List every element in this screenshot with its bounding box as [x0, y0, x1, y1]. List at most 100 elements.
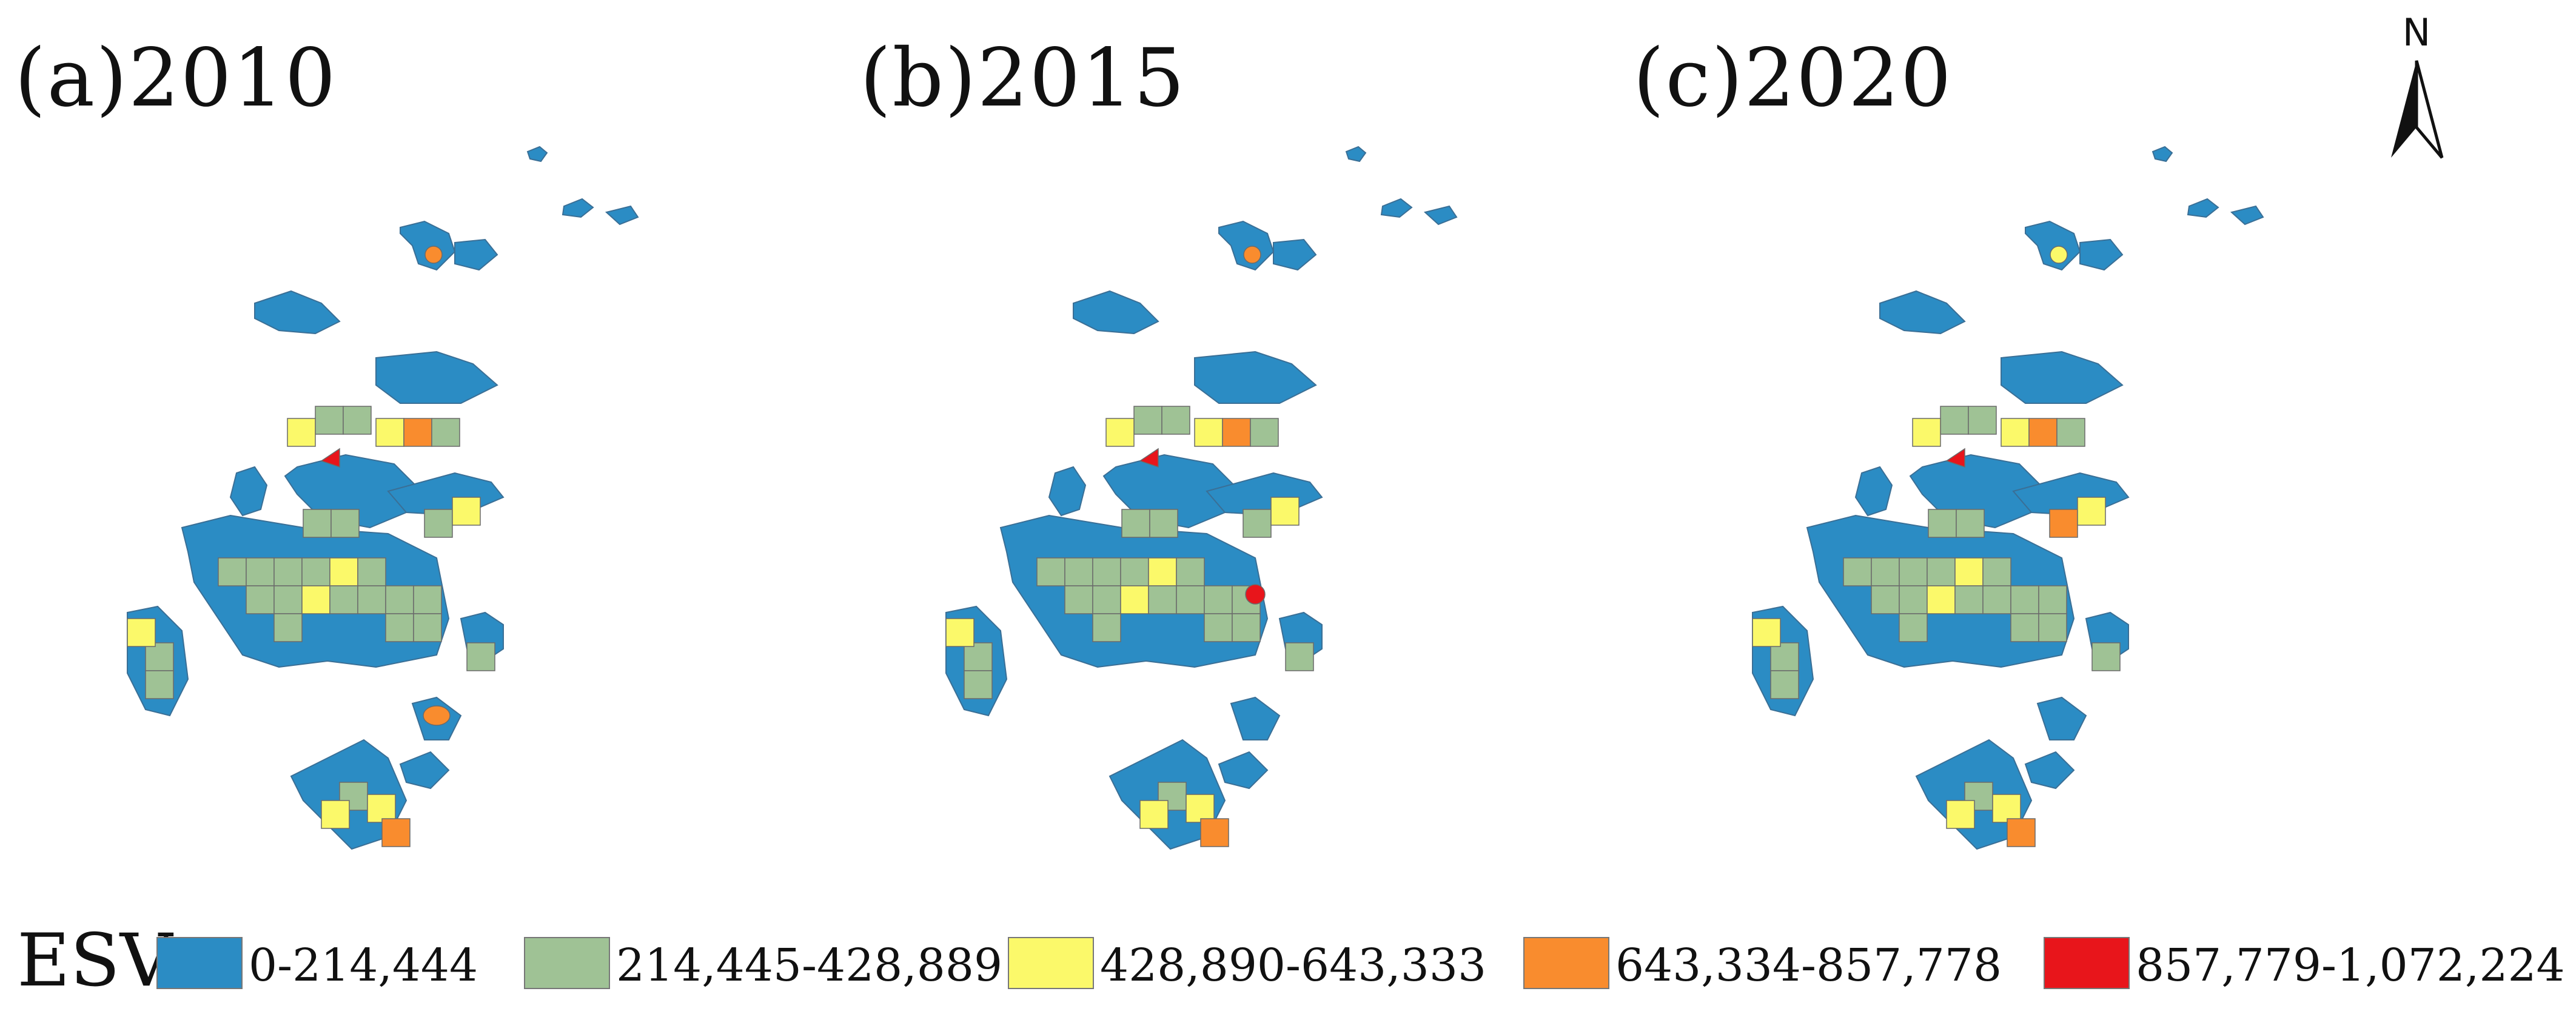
grid-cell — [2010, 585, 2039, 614]
grid-cell — [357, 557, 386, 586]
grid-cell — [1982, 557, 2011, 586]
north-label: N — [2403, 12, 2430, 55]
legend-label: 643,334-857,778 — [1615, 939, 2002, 992]
panel-title-2015: (b)2015 — [860, 32, 1186, 125]
grid-cell — [1992, 794, 2021, 823]
island — [605, 205, 639, 226]
north-arrow-icon: N — [2391, 12, 2444, 159]
island — [526, 146, 548, 163]
island — [375, 351, 498, 404]
high-value-cell — [1245, 584, 1266, 605]
grid-cell — [246, 557, 275, 586]
grid-cell — [1912, 418, 1941, 447]
grid-cell — [413, 613, 442, 642]
grid-cell — [403, 418, 432, 447]
grid-cell — [945, 618, 974, 647]
grid-cell — [1204, 613, 1233, 642]
island — [1380, 198, 1413, 218]
grid-cell — [1064, 585, 1093, 614]
legend-swatch — [1523, 937, 1609, 989]
grid-cell — [1982, 585, 2011, 614]
high-value-cell — [320, 448, 340, 468]
grid-cell — [145, 642, 174, 671]
grid-cell — [1232, 613, 1261, 642]
grid-cell — [273, 585, 303, 614]
high-value-cell — [423, 705, 451, 726]
legend-swatch — [1008, 937, 1094, 989]
grid-cell — [452, 497, 481, 526]
legend-swatch — [2044, 937, 2130, 989]
grid-cell — [343, 406, 372, 435]
grid-cell — [357, 585, 386, 614]
island — [562, 198, 594, 218]
grid-cell — [1770, 642, 1799, 671]
island — [400, 220, 456, 271]
high-value-cell — [1243, 246, 1261, 264]
map-2010 — [127, 146, 639, 850]
grid-cell — [1222, 418, 1251, 447]
panel-title-2010: (a)2010 — [15, 32, 337, 125]
grid-cell — [1186, 794, 1215, 823]
map-2020 — [1752, 146, 2264, 850]
grid-cell — [1176, 557, 1205, 586]
island — [1345, 146, 1367, 163]
grid-cell — [1270, 497, 1300, 526]
grid-cell — [1899, 557, 1928, 586]
grid-cell — [1899, 613, 1928, 642]
grid-cell — [1204, 585, 1233, 614]
grid-cell — [2028, 418, 2058, 447]
island — [2152, 146, 2173, 163]
panel-title-2020: (c)2020 — [1633, 32, 1953, 125]
island — [1879, 290, 1966, 335]
legend-swatch — [524, 937, 610, 989]
island — [254, 290, 341, 335]
grid-cell — [1954, 557, 1984, 586]
legend: ESV 0-214,444 214,445-428,889 428,890-64… — [0, 907, 2576, 1004]
grid-cell — [329, 557, 358, 586]
grid-cell — [431, 418, 460, 447]
high-value-cell — [2050, 246, 2068, 264]
high-value-cell — [424, 246, 443, 264]
grid-cell — [1968, 406, 1997, 435]
grid-cell — [1243, 509, 1272, 538]
grid-cell — [301, 557, 330, 586]
grid-cell — [964, 670, 993, 699]
grid-cell — [287, 418, 316, 447]
grid-cell — [1940, 406, 1969, 435]
grid-cell — [273, 613, 303, 642]
grid-cell — [1149, 509, 1178, 538]
grid-cell — [1139, 800, 1169, 829]
grid-cell — [1148, 585, 1177, 614]
grid-cell — [1770, 670, 1799, 699]
island — [1194, 351, 1317, 404]
map-2015 — [945, 146, 1458, 850]
island — [399, 751, 450, 790]
grid-cell — [2038, 613, 2067, 642]
grid-cell — [1161, 406, 1190, 435]
grid-cell — [1928, 509, 1957, 538]
grid-cell — [330, 509, 360, 538]
grid-cell — [1064, 557, 1093, 586]
grid-cell — [1927, 585, 1956, 614]
grid-cell — [1752, 618, 1781, 647]
grid-cell — [1120, 557, 1149, 586]
grid-cell — [1200, 818, 1229, 847]
legend-swatch — [156, 937, 243, 989]
grid-cell — [303, 509, 332, 538]
grid-cell — [2077, 497, 2106, 526]
grid-cell — [375, 418, 404, 447]
island — [2025, 220, 2081, 271]
grid-cell — [367, 794, 396, 823]
island — [2187, 198, 2219, 218]
grid-cell — [218, 557, 247, 586]
island — [454, 238, 498, 271]
island — [1854, 466, 1893, 517]
legend-label: 214,445-428,889 — [616, 939, 1003, 992]
north-arrow-right — [2415, 60, 2444, 159]
grid-cell — [413, 585, 442, 614]
grid-cell — [127, 618, 156, 647]
grid-cell — [1194, 418, 1223, 447]
grid-cell — [2049, 509, 2078, 538]
island — [229, 466, 268, 517]
grid-cell — [1871, 557, 1900, 586]
